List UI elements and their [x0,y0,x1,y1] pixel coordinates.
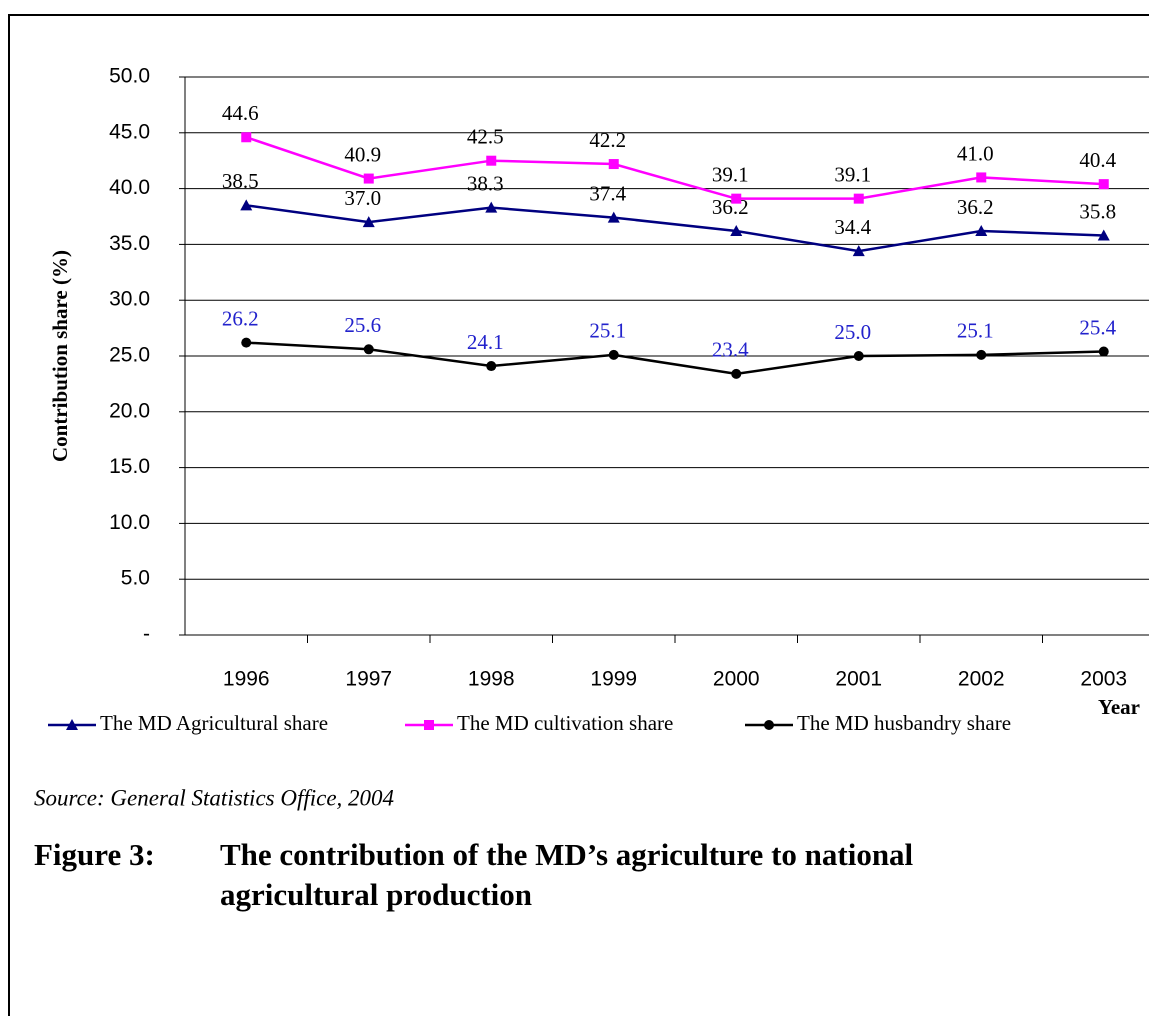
legend-label: The MD husbandry share [797,711,1011,735]
x-tick-label: 1999 [590,668,637,691]
data-label: 25.4 [1079,315,1116,339]
page: {"chart_data": {"type": "line", "y_label… [8,14,1149,1016]
chart: Contribution share (%) Year Source: Gene… [34,65,1149,912]
data-label: 38.3 [467,171,504,195]
caption-line: The contribution of the MD’s agriculture… [220,837,914,872]
data-label: 41.0 [957,141,994,165]
data-label: 25.1 [589,319,626,343]
data-label: 42.2 [589,128,626,152]
y-tick-label: 35.0 [109,232,150,255]
caption-label: Figure 3: [34,837,155,872]
marker [486,155,497,166]
data-label: 39.1 [834,162,871,186]
marker [853,193,864,204]
marker [1098,346,1109,357]
series-line [246,341,1104,376]
marker [362,216,375,228]
data-label: 25.0 [834,320,871,344]
data-label: 24.1 [467,330,504,354]
x-tick-label: 1998 [468,668,515,691]
marker [607,211,620,223]
marker [731,368,742,379]
marker [486,361,497,372]
marker [608,159,619,170]
y-axis-title: Contribution share (%) [48,250,72,462]
marker [608,349,619,360]
y-tick-label: 50.0 [109,65,150,88]
data-label: 39.1 [712,162,749,186]
marker [852,245,865,257]
marker [241,132,252,143]
data-label: 44.6 [222,101,259,125]
data-label: 40.9 [344,142,381,166]
data-label: 23.4 [712,338,749,362]
x-tick-label: 2003 [1080,668,1127,691]
data-label: 37.4 [589,181,626,205]
x-tick-label: 2002 [958,668,1005,691]
y-tick-label: - [143,623,150,646]
marker [240,199,253,211]
y-tick-label: 5.0 [121,567,150,590]
marker [730,225,743,237]
marker [976,349,987,360]
data-label: 25.6 [344,313,381,337]
series-line [246,204,1104,253]
marker [764,720,774,730]
marker [975,225,988,237]
data-label: 40.4 [1079,148,1116,172]
data-label: 36.2 [957,195,994,219]
y-tick-label: 20.0 [109,399,150,422]
y-tick-label: 40.0 [109,176,150,199]
data-label: 38.5 [222,169,259,193]
marker [976,172,987,183]
marker [424,720,434,730]
series-line [245,136,1104,200]
data-label: 42.5 [467,125,504,149]
legend-label: The MD Agricultural share [100,711,328,735]
y-tick-label: 25.0 [109,344,150,367]
data-label: 26.2 [222,306,259,330]
caption-line: agricultural production [220,877,532,912]
marker [1098,179,1109,190]
x-axis-title: Year [1098,695,1140,719]
data-label: 25.1 [957,319,994,343]
marker [363,344,374,355]
marker [363,173,374,184]
source: Source: General Statistics Office, 2004 [34,785,394,810]
data-label: 35.8 [1079,199,1116,223]
data-label: 37.0 [344,186,381,210]
marker [731,193,742,204]
y-tick-label: 45.0 [109,120,150,143]
y-tick-label: 30.0 [109,288,150,311]
x-tick-label: 1996 [223,668,270,691]
x-tick-label: 1997 [345,668,392,691]
marker [853,351,864,361]
legend-label: The MD cultivation share [457,711,673,735]
marker [66,719,78,730]
marker [1097,229,1110,241]
x-tick-label: 2000 [713,668,760,691]
y-tick-label: 15.0 [109,455,150,478]
frame [8,14,1149,1016]
marker [241,337,252,348]
data-label: 34.4 [834,215,871,239]
x-tick-label: 2001 [835,668,882,691]
y-tick-label: 10.0 [109,511,150,534]
marker [485,201,498,213]
